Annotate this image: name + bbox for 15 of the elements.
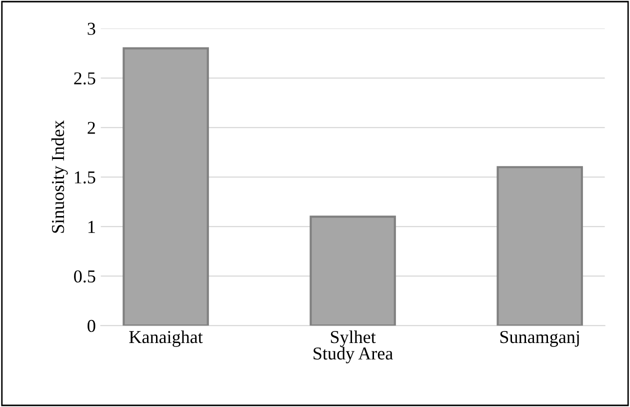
bar [310, 216, 396, 326]
y-tick-label: 1 [88, 220, 95, 233]
y-tick-label: 1.5 [74, 171, 96, 184]
x-tick-label: Sylhet [330, 330, 376, 347]
bar [496, 166, 583, 326]
y-tick-label: 0.5 [74, 270, 96, 283]
y-tick-label: 2.5 [74, 72, 96, 85]
bar [122, 47, 209, 326]
x-tick-label: Sunamganj [500, 330, 579, 347]
y-tick-label: 2 [88, 122, 95, 134]
y-tick-label: 3 [88, 22, 96, 35]
y-axis-title: Sinuosity Index [51, 120, 68, 233]
y-tick-label: 0 [88, 320, 96, 332]
x-axis-title: Study Area [314, 346, 393, 364]
x-tick-label: Kanaighat [129, 330, 203, 347]
